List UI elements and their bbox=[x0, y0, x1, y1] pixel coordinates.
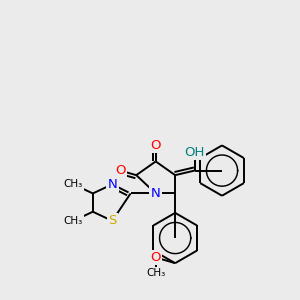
Text: OH: OH bbox=[184, 146, 205, 159]
Text: CH₃: CH₃ bbox=[146, 268, 165, 278]
Text: O: O bbox=[151, 139, 161, 152]
Text: S: S bbox=[108, 214, 116, 227]
Text: O: O bbox=[115, 164, 125, 177]
Text: CH₃: CH₃ bbox=[64, 216, 83, 226]
Text: N: N bbox=[107, 178, 117, 191]
Text: N: N bbox=[151, 187, 160, 200]
Text: CH₃: CH₃ bbox=[64, 179, 83, 189]
Text: O: O bbox=[151, 251, 161, 264]
